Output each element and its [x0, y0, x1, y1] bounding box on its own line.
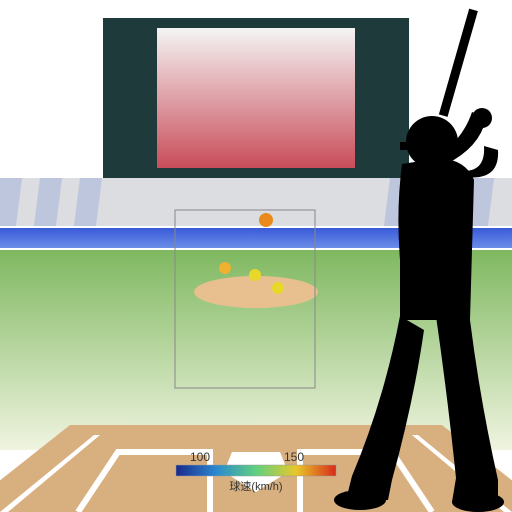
- pitch-marker: [272, 282, 284, 294]
- pitch-marker: [219, 262, 231, 274]
- legend-label: 球速(km/h): [229, 479, 282, 493]
- pitch-location-chart: 100 150 球速(km/h): [0, 0, 512, 512]
- pitch-marker: [259, 213, 273, 227]
- pitch-marker: [249, 269, 261, 281]
- legend-gradient-bar: [176, 465, 336, 476]
- legend-tick: 150: [284, 450, 304, 464]
- legend-tick: 100: [190, 450, 210, 464]
